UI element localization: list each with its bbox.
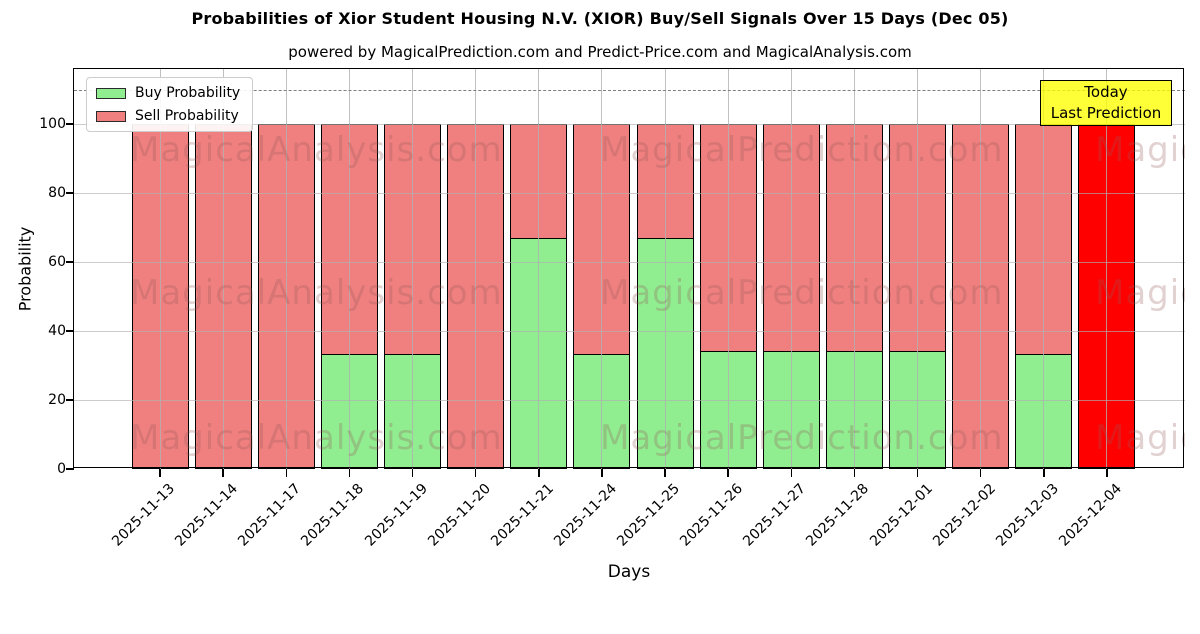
today-annotation-line1: Today <box>1084 83 1128 101</box>
y-tick-label: 20 <box>48 392 66 408</box>
legend-item-buy: Buy Probability <box>96 85 240 101</box>
x-tick-mark <box>664 469 666 477</box>
x-tick-mark <box>727 469 729 477</box>
gridline-vertical <box>538 69 540 469</box>
x-tick-mark <box>853 469 856 477</box>
gridline-vertical <box>1106 69 1108 469</box>
gridline-vertical <box>727 69 729 469</box>
gridline-horizontal <box>74 331 1185 332</box>
x-tick-mark <box>1106 469 1108 477</box>
gridline-vertical <box>664 69 666 469</box>
y-tick-label: 60 <box>48 254 66 270</box>
y-tick-label: 0 <box>57 461 66 477</box>
gridline-vertical <box>980 69 982 469</box>
y-tick-mark <box>66 192 74 194</box>
legend-item-sell: Sell Probability <box>96 108 240 124</box>
x-tick-mark <box>1043 469 1045 477</box>
chart-title: Probabilities of Xior Student Housing N.… <box>191 9 1009 28</box>
x-tick-mark <box>474 469 477 477</box>
legend-label-sell: Sell Probability <box>135 108 239 124</box>
x-tick-mark <box>348 469 351 477</box>
legend-label-buy: Buy Probability <box>135 85 241 101</box>
y-tick-mark <box>66 261 74 263</box>
x-tick-mark <box>411 469 414 477</box>
y-tick-mark <box>66 123 74 125</box>
x-tick-mark <box>222 469 224 477</box>
y-tick-mark <box>66 330 74 332</box>
legend-swatch-sell <box>96 110 126 122</box>
today-annotation-line2: Last Prediction <box>1050 104 1162 122</box>
gridline-vertical <box>917 69 919 469</box>
plot-area: MagicalAnalysis.com MagicalPrediction.com… <box>74 69 1185 469</box>
x-tick-mark <box>538 469 540 477</box>
x-tick-mark <box>285 469 287 477</box>
gridline-vertical <box>475 69 477 469</box>
x-tick-mark <box>979 469 982 477</box>
y-tick-label: 100 <box>39 116 66 132</box>
x-axis-title: Days <box>607 562 651 582</box>
gridline-vertical <box>1043 69 1045 469</box>
legend: Buy Probability Sell Probability <box>86 77 254 132</box>
x-tick-mark <box>159 469 161 477</box>
x-tick-mark <box>790 469 793 477</box>
gridline-horizontal <box>74 262 1185 263</box>
gridline-vertical <box>159 69 161 469</box>
legend-swatch-buy <box>96 87 126 99</box>
gridline-vertical <box>285 69 287 469</box>
gridline-horizontal <box>74 124 1185 125</box>
chart-subtitle: powered by MagicalPrediction.com and Pre… <box>288 43 912 61</box>
today-annotation: Today Last Prediction <box>1040 80 1172 126</box>
threshold-dashed-line <box>74 89 1185 91</box>
x-tick-mark <box>916 469 919 477</box>
y-tick-mark <box>66 468 74 470</box>
gridline-horizontal <box>74 193 1185 194</box>
y-axis-title: Probability <box>15 226 35 312</box>
gridline-vertical <box>853 69 855 469</box>
gridline-vertical <box>790 69 792 469</box>
gridline-vertical <box>348 69 350 469</box>
gridline-horizontal <box>74 400 1185 401</box>
x-tick-mark <box>601 469 603 477</box>
gridline-vertical <box>412 69 414 469</box>
y-tick-label: 40 <box>48 323 66 339</box>
chart-figure: Probabilities of Xior Student Housing N.… <box>15 9 1185 582</box>
y-tick-mark <box>66 399 74 401</box>
y-tick-label: 80 <box>48 185 66 201</box>
gridline-vertical <box>601 69 603 469</box>
gridline-vertical <box>222 69 224 469</box>
